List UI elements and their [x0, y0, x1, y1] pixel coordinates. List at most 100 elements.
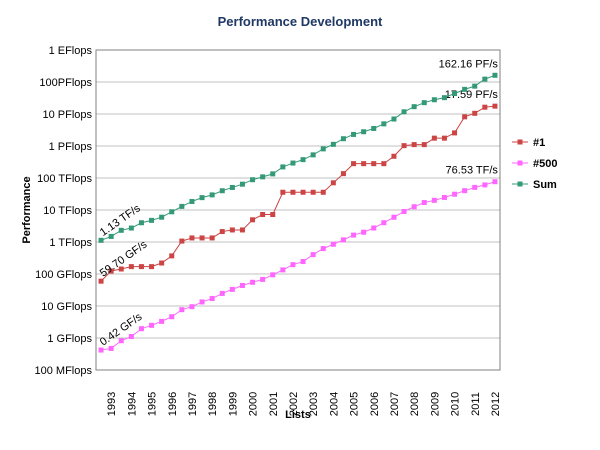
point-marker [270, 272, 276, 278]
point-marker [351, 161, 357, 167]
legend-label: #500 [533, 158, 557, 170]
point-marker [260, 276, 266, 282]
point-marker [138, 326, 144, 332]
point-marker [199, 299, 205, 305]
point-marker [411, 142, 417, 148]
point-marker [340, 171, 346, 177]
x-tick-label: 1993 [106, 392, 118, 416]
x-tick-label: 1996 [167, 392, 179, 416]
point-marker [209, 192, 215, 198]
point-marker [431, 197, 437, 203]
point-marker [351, 232, 357, 238]
point-marker [128, 264, 134, 270]
point-marker [391, 153, 397, 159]
point-marker [108, 345, 114, 351]
point-marker [401, 208, 407, 214]
point-marker [270, 212, 276, 218]
y-axis-label: Performance [21, 176, 33, 243]
point-marker [482, 76, 488, 82]
point-marker [310, 152, 316, 158]
point-marker [169, 209, 175, 215]
point-marker [199, 195, 205, 201]
point-marker [310, 189, 316, 195]
point-marker [98, 278, 104, 284]
x-tick-label: 2004 [328, 392, 340, 416]
x-tick-label: 2000 [248, 392, 260, 416]
point-marker [421, 200, 427, 206]
point-marker [361, 161, 367, 167]
point-marker [320, 246, 326, 252]
y-tick-label: 100PFlops [39, 77, 92, 89]
point-marker [482, 182, 488, 188]
point-marker [219, 229, 225, 235]
x-axis-label: Lists [285, 409, 311, 421]
y-tick-label: 10 TFlops [43, 205, 92, 217]
point-marker [239, 227, 245, 233]
point-marker [98, 347, 104, 353]
point-marker [492, 103, 498, 109]
point-marker [320, 189, 326, 195]
point-marker [290, 262, 296, 268]
point-marker [179, 238, 185, 244]
x-tick-label: 2003 [308, 392, 320, 416]
point-marker [250, 177, 256, 183]
point-marker [452, 191, 458, 197]
point-marker [219, 188, 225, 194]
point-marker [381, 121, 387, 127]
point-marker [280, 189, 286, 195]
x-tick-label: 1995 [147, 392, 159, 416]
y-tick-label: 100 GFlops [35, 269, 92, 281]
plot-frame [95, 49, 501, 371]
y-tick-label: 1 TFlops [49, 237, 92, 249]
point-marker [229, 286, 235, 292]
point-marker [401, 109, 407, 115]
value-label: 1.13 TF/s [98, 202, 143, 239]
value-label: 162.16 PF/s [439, 58, 499, 70]
point-marker [169, 253, 175, 259]
series-line [100, 74, 496, 241]
point-marker [472, 184, 478, 190]
x-tick-label: 2006 [369, 392, 381, 416]
point-marker [169, 314, 175, 320]
point-marker [310, 252, 316, 258]
point-marker [462, 188, 468, 194]
point-marker [209, 235, 215, 241]
point-marker [361, 229, 367, 235]
point-marker [290, 160, 296, 166]
point-marker [149, 264, 155, 270]
point-marker [280, 267, 286, 273]
point-marker [441, 194, 447, 200]
point-marker [421, 142, 427, 148]
point-marker [492, 72, 498, 78]
point-marker [209, 296, 215, 302]
point-marker [411, 104, 417, 110]
value-label: 59.70 GF/s [98, 238, 150, 279]
value-label: 76.53 TF/s [446, 165, 499, 177]
point-marker [300, 189, 306, 195]
point-marker [492, 179, 498, 185]
point-marker [411, 204, 417, 210]
y-tick-label: 1 GFlops [47, 333, 92, 345]
point-marker [482, 104, 488, 110]
point-marker [149, 322, 155, 328]
point-marker [189, 198, 195, 204]
x-tick-label: 2011 [470, 392, 482, 416]
point-marker [199, 235, 205, 241]
x-tick-label: 2010 [450, 392, 462, 416]
chart-title: Performance Development [218, 14, 383, 29]
y-tick-label: 10 GFlops [41, 301, 92, 313]
point-marker [159, 318, 165, 324]
y-tick-label: 10 PFlops [42, 109, 92, 121]
y-tick-label: 1 EFlops [49, 45, 93, 57]
y-tick-label: 1 PFlops [49, 141, 93, 153]
point-marker [421, 100, 427, 106]
point-marker [431, 135, 437, 141]
x-tick-label: 2005 [349, 392, 361, 416]
series-line [100, 181, 496, 351]
point-marker [381, 220, 387, 226]
point-marker [118, 227, 124, 233]
point-marker [149, 217, 155, 223]
point-marker [371, 225, 377, 231]
x-tick-label: 2012 [490, 392, 502, 416]
